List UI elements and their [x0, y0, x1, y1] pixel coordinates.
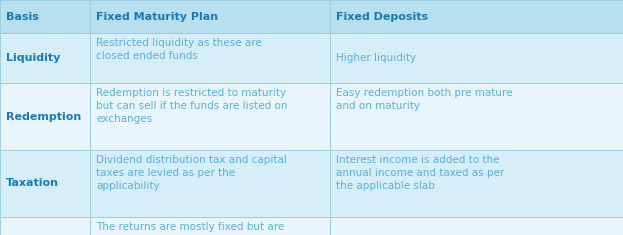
Text: Redemption is restricted to maturity
but can sell if the funds are listed on
exc: Redemption is restricted to maturity but… [96, 88, 287, 124]
Text: Basis: Basis [6, 12, 39, 21]
Bar [0, 150, 90, 217]
Text: Restricted liquidity as these are
closed ended funds: Restricted liquidity as these are closed… [96, 38, 262, 61]
Bar [0, 0, 90, 33]
Bar [330, 83, 623, 150]
Bar [0, 33, 90, 83]
Bar [90, 33, 330, 83]
Text: Fixed Maturity Plan: Fixed Maturity Plan [96, 12, 218, 21]
Bar [330, 217, 623, 235]
Bar [330, 33, 623, 83]
Text: Taxation: Taxation [6, 179, 59, 188]
Bar [90, 0, 330, 33]
Text: Easy redemption both pre mature
and on maturity: Easy redemption both pre mature and on m… [336, 88, 513, 111]
Text: The returns are mostly fixed but are
a little indicative: The returns are mostly fixed but are a l… [96, 222, 284, 235]
Bar [90, 83, 330, 150]
Text: Interest income is added to the
annual income and taxed as per
the applicable sl: Interest income is added to the annual i… [336, 155, 504, 191]
Text: Redemption: Redemption [6, 111, 81, 121]
Bar [330, 150, 623, 217]
Bar [90, 217, 330, 235]
Bar [90, 150, 330, 217]
Bar [0, 83, 90, 150]
Bar [0, 217, 90, 235]
Text: Higher liquidity: Higher liquidity [336, 53, 416, 63]
Text: Dividend distribution tax and capital
taxes are levied as per the
applicability: Dividend distribution tax and capital ta… [96, 155, 287, 191]
Text: Fixed Deposits: Fixed Deposits [336, 12, 428, 21]
Text: Liquidity: Liquidity [6, 53, 60, 63]
Bar [330, 0, 623, 33]
